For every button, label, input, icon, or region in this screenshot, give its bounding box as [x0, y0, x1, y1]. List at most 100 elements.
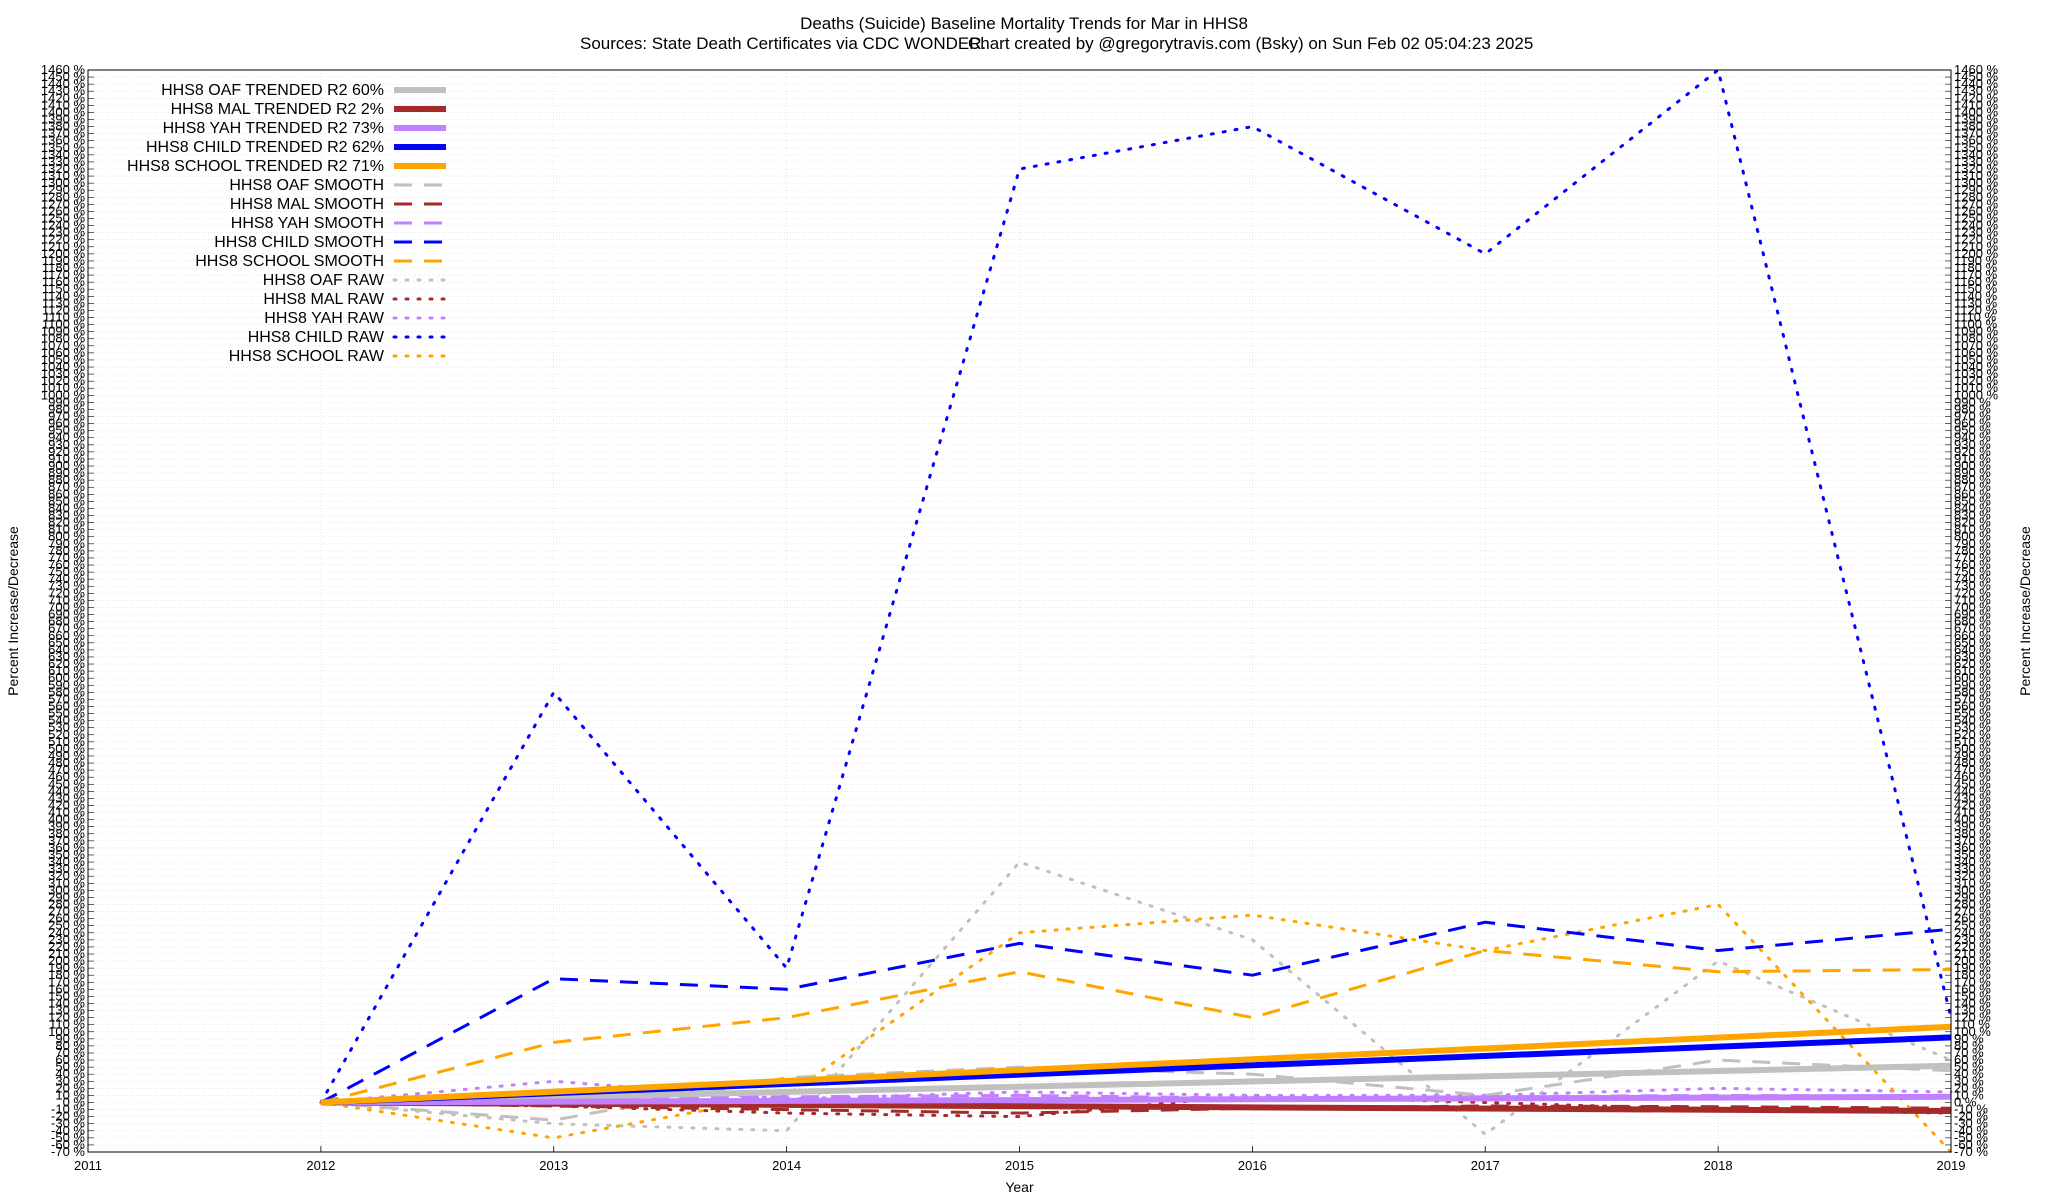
y2-tick-label: 940 %	[1954, 430, 1991, 445]
y-tick-label: 710 %	[48, 592, 85, 607]
y-tick-label: 970 %	[48, 409, 85, 424]
y-tick-label: 1210 %	[41, 239, 86, 254]
y2-tick-label: 150 %	[1954, 988, 1991, 1003]
y2-tick-label: 440 %	[1954, 783, 1991, 798]
y-tick-label: 80 %	[55, 1038, 85, 1053]
y2-tick-label: 840 %	[1954, 500, 1991, 515]
y2-tick-label: 140 %	[1954, 995, 1991, 1010]
y-tick-label: 1200 %	[41, 246, 86, 261]
y-tick-label: 40 %	[55, 1066, 85, 1081]
y2-tick-label: 500 %	[1954, 741, 1991, 756]
y2-tick-label: 380 %	[1954, 826, 1991, 841]
y2-tick-label: 960 %	[1954, 416, 1991, 431]
y-tick-label: 1310 %	[41, 168, 86, 183]
y2-tick-label: 560 %	[1954, 698, 1991, 713]
y2-tick-label: 610 %	[1954, 663, 1991, 678]
y2-tick-label: 410 %	[1954, 805, 1991, 820]
y2-tick-label: 50 %	[1954, 1059, 1984, 1074]
y-tick-label: 20 %	[55, 1080, 85, 1095]
y-tick-label: 110 %	[49, 1017, 85, 1032]
y2-tick-label: 1170 %	[1954, 267, 1998, 282]
y-tick-label: 760 %	[48, 557, 85, 572]
y2-tick-label: 190 %	[1954, 960, 1991, 975]
y2-tick-label: 260 %	[1954, 911, 1991, 926]
y2-tick-label: 210 %	[1954, 946, 1991, 961]
y-tick-label: 690 %	[48, 607, 85, 622]
series-line-hhs8-school-trended-r2-71	[320, 1023, 1952, 1106]
y2-tick-label: 1280 %	[1954, 189, 1999, 204]
y2-tick-label: 60 %	[1954, 1052, 1984, 1067]
y2-tick-label: 930 %	[1954, 437, 1991, 452]
y2-tick-label: 1270 %	[1954, 196, 1999, 211]
y-tick-label: -30 %	[51, 1116, 85, 1131]
y2-tick-label: 810 %	[1954, 522, 1991, 537]
y2-tick-label: 750 %	[1954, 564, 1991, 579]
y2-tick-label: 550 %	[1954, 706, 1991, 721]
series-line-hhs8-school-raw	[319, 903, 1953, 1154]
y-tick-label: 630 %	[48, 649, 85, 664]
y2-tick-label: 1350 %	[1954, 140, 1999, 155]
y2-tick-label: 1160 %	[1954, 274, 1998, 289]
y-tick-label: 460 %	[48, 769, 85, 784]
x-tick-label: 2019	[1937, 1158, 1966, 1173]
series-layer	[319, 68, 1953, 1154]
y-tick-label: 30 %	[55, 1073, 85, 1088]
y-tick-label: 1280 %	[41, 189, 86, 204]
y-tick-label: 840 %	[48, 500, 85, 515]
y-tick-label: 720 %	[48, 585, 85, 600]
y2-tick-label: 180 %	[1954, 967, 1991, 982]
y-tick-label: 410 %	[48, 805, 85, 820]
y-tick-label: 1340 %	[41, 147, 86, 162]
y-tick-label: 130 %	[48, 1003, 85, 1018]
y2-tick-label: 1000 %	[1954, 387, 1999, 402]
legend-label-hhs8-oaf-raw: HHS8 OAF RAW	[263, 272, 385, 289]
y-tick-label: 600 %	[48, 670, 85, 685]
y-tick-label: 680 %	[48, 614, 85, 629]
y2-tick-label: 860 %	[1954, 486, 1991, 501]
y2-tick-label: 770 %	[1954, 550, 1991, 565]
y2-tick-label: 1060 %	[1954, 345, 1999, 360]
x-tick-label: 2013	[539, 1158, 568, 1173]
y-tick-label: 980 %	[48, 401, 85, 416]
y-tick-label: 1300 %	[41, 175, 86, 190]
y-tick-label: 1400 %	[41, 104, 86, 119]
y2-tick-label: -60 %	[1954, 1137, 1988, 1152]
y-tick-label: 1350 %	[41, 140, 86, 155]
y2-tick-label: 390 %	[1954, 819, 1991, 834]
y2-tick-label: 120 %	[1954, 1010, 1991, 1025]
y-tick-label: 240 %	[48, 925, 85, 940]
y-axis-title: Percent Increase/Decrease	[5, 526, 21, 696]
y2-tick-label: 290 %	[1954, 889, 1991, 904]
y2-tick-label: 170 %	[1954, 974, 1991, 989]
series-line-hhs8-oaf-trended-r2-60	[320, 1062, 1952, 1106]
y-tick-label: 650 %	[48, 635, 85, 650]
y-tick-label: 850 %	[48, 493, 85, 508]
y-tick-label: 1070 %	[41, 338, 86, 353]
y-tick-label: -20 %	[51, 1109, 85, 1124]
y2-tick-label: 1390 %	[1954, 112, 1999, 127]
y-tick-label: 120 %	[48, 1010, 85, 1025]
chart-credit: Chart created by @gregorytravis.com (Bsk…	[968, 34, 1534, 53]
y-tick-label: 1320 %	[41, 161, 86, 176]
legend-label-hhs8-child-raw: HHS8 CHILD RAW	[248, 329, 385, 346]
y-tick-label: 1420 %	[41, 90, 86, 105]
y2-tick-label: 680 %	[1954, 614, 1991, 629]
y2-tick-label: 1260 %	[1954, 203, 1999, 218]
y2-tick-label: 1230 %	[1954, 225, 1999, 240]
y-tick-label: 70 %	[55, 1045, 85, 1060]
y-tick-label: 260 %	[48, 911, 85, 926]
y-tick-label: 1040 %	[41, 359, 86, 374]
y-tick-label: 1110 %	[43, 310, 86, 325]
legend-label-hhs8-school-raw: HHS8 SCHOOL RAW	[229, 348, 385, 365]
y2-tick-label: 590 %	[1954, 677, 1991, 692]
x-axis-title: Year	[1005, 1179, 1034, 1195]
y-tick-label: 940 %	[48, 430, 85, 445]
series-line-hhs8-yah-raw	[319, 1079, 1953, 1104]
y2-tick-label: 280 %	[1954, 896, 1991, 911]
y2-tick-label: 720 %	[1954, 585, 1991, 600]
y2-tick-label: 330 %	[1954, 861, 1991, 876]
y2-tick-label: 950 %	[1954, 423, 1991, 438]
y-tick-label: 1090 %	[41, 324, 86, 339]
y2-tick-label: 240 %	[1954, 925, 1991, 940]
y-tick-label: 330 %	[48, 861, 85, 876]
